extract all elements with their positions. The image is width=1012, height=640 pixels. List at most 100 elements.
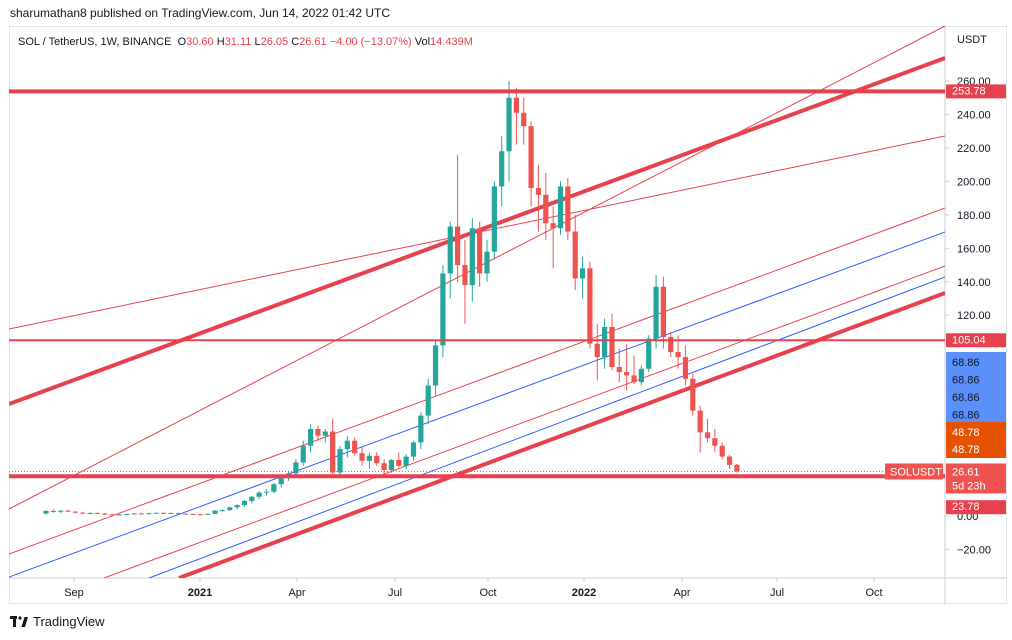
candle — [469, 218, 475, 302]
candle — [227, 506, 233, 511]
tradingview-logo-icon — [10, 615, 28, 627]
candle-body — [579, 268, 586, 279]
candle-body — [432, 345, 439, 386]
candle — [344, 435, 350, 458]
resistance-mid-tag-bg — [946, 333, 1006, 348]
candle-body — [337, 449, 343, 473]
low-value: 26.05 — [260, 36, 289, 48]
candle — [668, 331, 674, 358]
candle — [594, 323, 600, 381]
candle-body — [300, 445, 306, 463]
candle — [624, 343, 630, 391]
candle-body — [234, 505, 240, 508]
candlestick-chart[interactable]: USDT260.00240.00220.00200.00180.00160.00… — [9, 26, 1007, 604]
candle-body — [455, 226, 461, 266]
candle — [712, 429, 718, 453]
candle-body — [712, 438, 718, 446]
tradingview-footer[interactable]: TradingView — [10, 614, 105, 629]
trend-line — [9, 231, 945, 578]
y-tick-label: 120.00 — [957, 310, 991, 322]
candle-body — [704, 432, 711, 439]
candle-body — [726, 456, 733, 465]
candle-body — [660, 286, 666, 337]
candle — [491, 181, 497, 259]
candle — [102, 512, 108, 515]
blue-tag-text: 68.86 — [952, 410, 980, 422]
symbol-tag-text: SOLUSDT — [890, 466, 942, 478]
candle — [425, 378, 431, 424]
candle — [587, 261, 593, 349]
candle-body — [572, 231, 578, 279]
trend-line — [103, 265, 945, 578]
candle — [403, 454, 409, 470]
resistance-top-tag: 253.78 — [946, 84, 1006, 99]
last-price-tag-bg — [946, 463, 1006, 494]
candle — [300, 440, 306, 466]
candle-body — [212, 510, 218, 514]
x-tick-label: 2022 — [572, 587, 596, 599]
candle-body — [513, 97, 519, 113]
candle-body — [609, 326, 615, 368]
candle-body — [50, 510, 56, 512]
candle-body — [256, 492, 262, 497]
candle-body — [528, 126, 534, 189]
high-value: 31.11 — [224, 36, 252, 48]
open-label: O — [177, 36, 187, 48]
chart-area[interactable]: USDT 260.00 240.00 220.00 200.00 180.00 160.00… — [9, 26, 1007, 604]
candle-body — [675, 352, 681, 358]
candle — [616, 348, 622, 383]
resistance-mid-tag: 105.04 — [946, 333, 1006, 348]
candle-body — [43, 510, 49, 514]
candle-body — [249, 496, 255, 501]
y-tick-label: 160.00 — [957, 243, 991, 255]
candle — [131, 512, 137, 515]
candle — [550, 206, 556, 269]
candle — [263, 489, 270, 496]
y-tick-label: 240.00 — [957, 109, 991, 121]
candle-body — [462, 265, 468, 286]
candle — [484, 239, 490, 282]
candle — [366, 452, 372, 470]
candle — [87, 512, 93, 515]
candle-body — [440, 273, 446, 346]
volume-value: 14.439M — [430, 36, 473, 48]
candle-body — [263, 491, 270, 493]
trend-line — [148, 276, 945, 578]
y-tick-label: 200.00 — [957, 176, 991, 188]
candle — [374, 452, 380, 466]
candle — [80, 511, 86, 514]
x-tick-label: Sep — [64, 587, 84, 599]
candle — [565, 178, 571, 240]
candle — [94, 512, 101, 514]
candle — [212, 510, 218, 514]
candle — [477, 221, 483, 287]
candle-body — [646, 338, 652, 369]
candle-body — [131, 513, 137, 515]
candle — [205, 513, 211, 515]
candle — [293, 459, 299, 476]
candle — [734, 463, 740, 473]
low-label: L — [254, 36, 261, 48]
candle — [572, 214, 578, 291]
candle-body — [653, 286, 659, 339]
candle — [109, 513, 115, 516]
trend-line — [9, 26, 945, 510]
candle — [50, 509, 56, 513]
candle-body — [506, 97, 512, 152]
candle-body — [381, 463, 387, 470]
candle — [58, 510, 64, 513]
change-value: −4.00 (−13.07%) — [329, 36, 412, 48]
candle-body — [102, 513, 108, 515]
candle-body — [65, 510, 71, 512]
symbol-legend[interactable]: SOL / TetherUS, 1W, BINANCE O30.60 H31.1… — [18, 36, 473, 48]
candle — [653, 275, 659, 349]
candle-body — [565, 186, 571, 232]
candle-body — [719, 445, 725, 457]
candle — [359, 447, 365, 466]
candle-body — [491, 186, 497, 252]
candle-body — [219, 510, 225, 512]
candle-body — [499, 151, 505, 187]
trend-line — [9, 135, 945, 330]
candle-body — [330, 431, 336, 473]
candle — [352, 437, 358, 456]
